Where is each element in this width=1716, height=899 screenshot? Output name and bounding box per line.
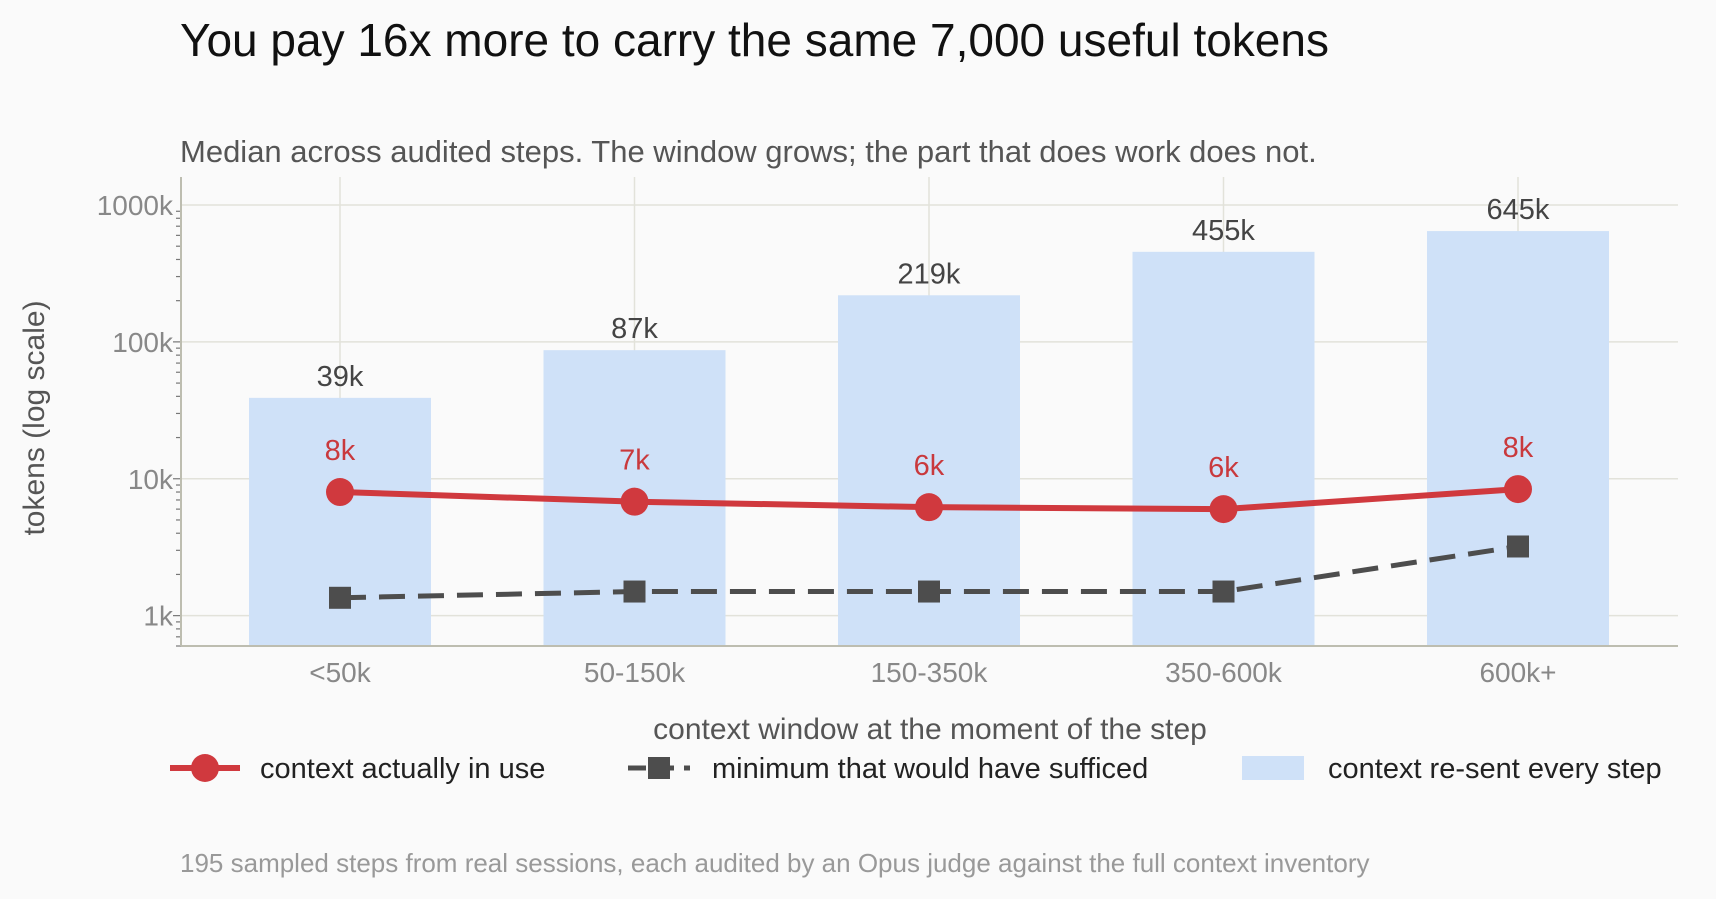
bar-value-label: 87k bbox=[611, 313, 658, 345]
x-tick-label: 600k+ bbox=[1479, 657, 1556, 688]
in-use-value-label: 8k bbox=[1503, 432, 1534, 464]
legend-min-label: minimum that would have sufficed bbox=[712, 753, 1148, 785]
in-use-value-label: 6k bbox=[914, 450, 945, 482]
bar-value-label: 455k bbox=[1192, 215, 1255, 247]
in-use-marker bbox=[1504, 475, 1532, 504]
in-use-marker bbox=[326, 478, 354, 507]
x-tick-label: 150-350k bbox=[871, 657, 989, 688]
legend-in-use-label: context actually in use bbox=[260, 753, 545, 785]
data-labels: 39k 87k 219k 455k 645k 8k 7k 6k 6k 8k bbox=[317, 194, 1550, 484]
min-sufficed-marker bbox=[1507, 535, 1529, 558]
x-tick-label: 350-600k bbox=[1165, 657, 1283, 688]
in-use-marker bbox=[1209, 495, 1238, 524]
legend-bar-swatch bbox=[1242, 756, 1304, 780]
y-tick-label: 1000k bbox=[97, 190, 174, 221]
min-sufficed-marker bbox=[1212, 580, 1235, 603]
footnote: 195 sampled steps from real sessions, ea… bbox=[180, 848, 1369, 878]
legend: context actually in use minimum that woul… bbox=[170, 753, 1662, 785]
in-use-value-label: 8k bbox=[325, 435, 356, 467]
y-tick-label: 1k bbox=[143, 601, 174, 632]
bar-value-label: 39k bbox=[317, 361, 364, 393]
line-series bbox=[326, 475, 1532, 609]
min-sufficed-marker bbox=[329, 586, 351, 609]
bar-value-label: 645k bbox=[1487, 194, 1550, 226]
chart-title: You pay 16x more to carry the same 7,000… bbox=[180, 14, 1329, 66]
x-tick-label: 50-150k bbox=[584, 657, 686, 688]
chart-subtitle: Median across audited steps. The window … bbox=[180, 134, 1317, 169]
min-sufficed-marker bbox=[623, 580, 646, 603]
in-use-marker bbox=[915, 493, 943, 522]
legend-min-marker bbox=[648, 757, 670, 779]
in-use-marker bbox=[620, 487, 649, 516]
in-use-value-label: 6k bbox=[1208, 452, 1239, 484]
legend-in-use-marker bbox=[191, 754, 219, 782]
bar-value-label: 219k bbox=[898, 258, 961, 290]
x-axis-title: context window at the moment of the step bbox=[653, 713, 1207, 746]
min-sufficed-marker bbox=[918, 580, 940, 603]
bar bbox=[1427, 231, 1609, 646]
y-tick-label: 10k bbox=[128, 464, 174, 495]
in-use-value-label: 7k bbox=[619, 445, 650, 477]
y-tick-label: 100k bbox=[112, 327, 174, 358]
axes: 1k 10k 100k 1000k <50k 50-150k 150-350k 350-600… bbox=[97, 177, 1678, 688]
x-tick-label: <50k bbox=[309, 657, 371, 688]
legend-bar-label: context re-sent every step bbox=[1328, 753, 1662, 785]
y-axis-title: tokens (log scale) bbox=[18, 300, 51, 535]
